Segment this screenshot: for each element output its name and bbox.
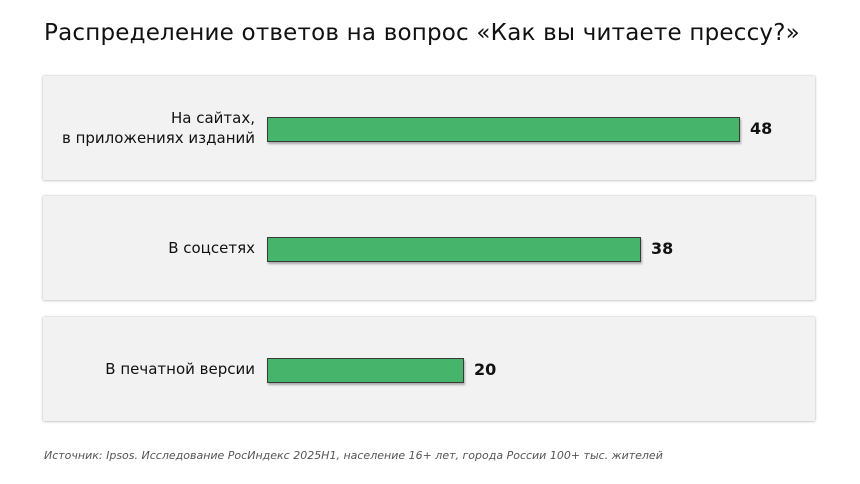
category-panel: В соцсетях 38 (43, 196, 815, 300)
value-label: 48 (750, 119, 773, 138)
category-label: В соцсетях (168, 196, 255, 300)
category-label: На сайтах, в приложениях изданий (62, 76, 255, 180)
category-label-line: в приложениях изданий (61, 129, 255, 147)
category-label-line: В печатной версии (105, 360, 255, 378)
source-note: Источник: Ipsos. Исследование РосИндекс … (44, 449, 663, 462)
value-label: 20 (474, 360, 497, 379)
chart-title: Распределение ответов на вопрос «Как вы … (44, 20, 800, 46)
bar (267, 237, 641, 262)
bar (267, 117, 740, 142)
category-label-line: На сайтах, (170, 109, 255, 127)
category-panel: На сайтах, в приложениях изданий 48 (43, 76, 815, 180)
category-label: В печатной версии (105, 317, 255, 421)
category-label-line: В соцсетях (168, 239, 255, 257)
bar (267, 358, 464, 383)
value-label: 38 (651, 239, 674, 258)
category-panel: В печатной версии 20 (43, 317, 815, 421)
